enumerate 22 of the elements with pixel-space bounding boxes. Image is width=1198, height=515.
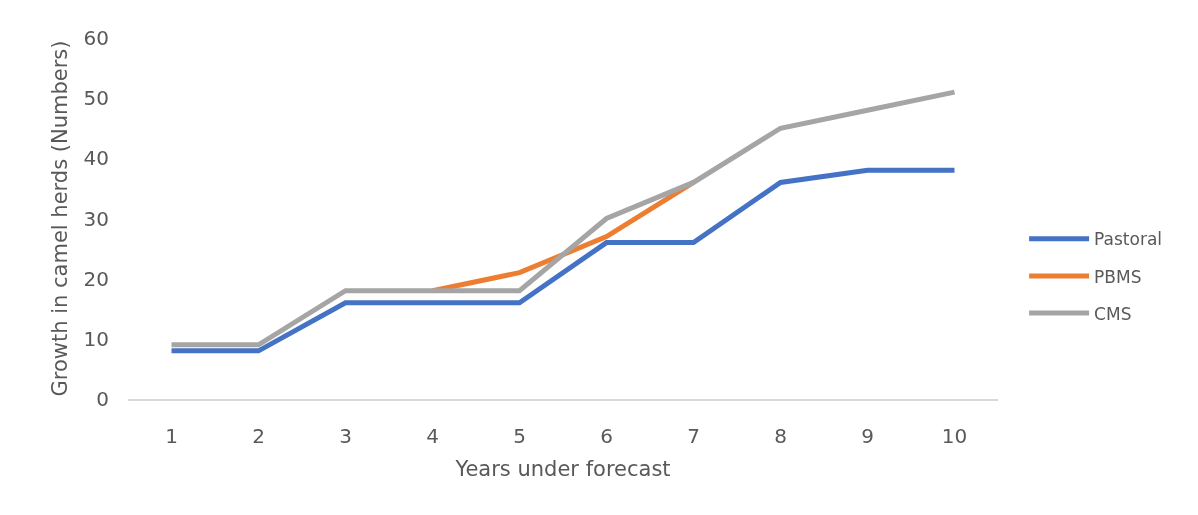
legend-label: CMS bbox=[1094, 303, 1132, 324]
x-tick-label: 1 bbox=[165, 424, 178, 448]
x-tick-label: 2 bbox=[252, 424, 265, 448]
x-tick-label: 5 bbox=[513, 424, 526, 448]
y-tick-label: 20 bbox=[83, 266, 109, 291]
y-tick-label: 40 bbox=[83, 146, 109, 171]
legend-label: PBMS bbox=[1094, 266, 1142, 287]
x-tick-label: 9 bbox=[861, 424, 874, 448]
x-tick-label: 10 bbox=[941, 424, 968, 448]
y-axis-title: Growth in camel herds (Numbers) bbox=[47, 40, 72, 397]
x-tick-label: 8 bbox=[774, 424, 787, 448]
x-tick-label: 4 bbox=[426, 424, 439, 448]
y-tick-label: 50 bbox=[83, 86, 109, 111]
x-tick-label: 6 bbox=[600, 424, 613, 448]
legend-label: Pastoral bbox=[1094, 229, 1163, 250]
y-tick-label: 10 bbox=[83, 326, 109, 351]
x-axis-title: Years under forecast bbox=[454, 456, 671, 481]
x-tick-label: 7 bbox=[687, 424, 700, 448]
x-tick-label: 3 bbox=[339, 424, 352, 448]
y-tick-label: 30 bbox=[83, 206, 109, 231]
y-tick-label: 60 bbox=[83, 26, 109, 50]
y-tick-label: 0 bbox=[96, 387, 109, 411]
